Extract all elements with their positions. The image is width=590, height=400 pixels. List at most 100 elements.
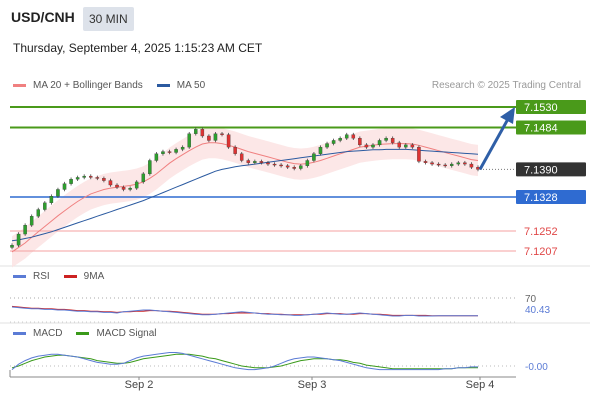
report-datetime: Thursday, September 4, 2025 1:15:23 AM C…: [13, 41, 263, 55]
candle: [279, 163, 283, 168]
candle: [463, 160, 467, 166]
candle: [410, 143, 415, 149]
timeframe-badge[interactable]: 30 MIN: [83, 7, 134, 31]
candle-body: [384, 138, 388, 141]
candle-body: [430, 162, 434, 165]
candle: [128, 186, 132, 192]
rsi-swatch: [13, 275, 26, 278]
candle-body: [128, 187, 132, 190]
ma50-line: [11, 148, 479, 242]
candle-body: [62, 183, 67, 190]
candle: [23, 223, 27, 236]
level-label-box: [516, 190, 586, 205]
candle: [141, 172, 146, 184]
candle-body: [102, 178, 106, 181]
candle-body: [43, 202, 47, 210]
candle: [397, 140, 401, 149]
candle: [299, 164, 303, 171]
candle: [161, 149, 165, 156]
candle-body: [10, 245, 14, 248]
candle: [213, 131, 218, 143]
candle-body: [95, 177, 100, 179]
candle: [404, 143, 408, 149]
rsi-legend-label: RSI: [33, 271, 50, 282]
candle-body: [344, 134, 349, 139]
candle: [95, 175, 100, 181]
candle: [75, 175, 80, 182]
candle: [384, 136, 388, 143]
candle: [200, 127, 205, 138]
candle-body: [443, 164, 447, 167]
macd-signal-legend-label: MACD Signal: [96, 328, 157, 339]
candle-body: [23, 224, 27, 235]
candle: [102, 176, 106, 183]
candle: [449, 162, 454, 168]
candle-body: [358, 138, 362, 146]
candle: [430, 160, 434, 166]
candle-body: [390, 138, 395, 143]
candle-body: [194, 129, 198, 134]
candle-body: [187, 133, 191, 148]
rsi-value-label: 40.43: [525, 305, 550, 316]
candle: [285, 164, 290, 169]
candle-body: [49, 196, 54, 204]
candle: [351, 132, 356, 140]
candle-body: [213, 133, 218, 141]
candle-body: [115, 184, 119, 188]
candle-body: [266, 162, 270, 165]
candle-body: [36, 209, 41, 217]
macd-legend-label: MACD: [33, 328, 63, 339]
candle-body: [16, 233, 21, 246]
candle: [233, 145, 237, 156]
candle: [239, 152, 244, 163]
candle: [417, 145, 421, 164]
candle: [16, 232, 21, 247]
candle: [154, 152, 159, 163]
candle: [10, 243, 14, 250]
candle: [180, 145, 185, 152]
candle-body: [121, 187, 126, 190]
candle: [226, 132, 231, 149]
candle: [390, 136, 395, 145]
candle: [253, 159, 257, 165]
rsi-legend: RSI 9MA: [13, 271, 104, 282]
candle-body: [404, 144, 408, 148]
candle: [29, 214, 34, 227]
candle: [115, 183, 119, 190]
level-label: 7.1530: [524, 102, 558, 114]
x-tick-label: Sep 4: [466, 379, 495, 391]
macd-line: [11, 352, 478, 371]
macd-signal-swatch: [76, 332, 90, 335]
rsi-ma-swatch: [63, 275, 77, 278]
candle-body: [220, 133, 224, 135]
bollinger-band: [12, 127, 478, 268]
candle: [69, 177, 73, 186]
candle: [469, 162, 474, 169]
candle-body: [423, 161, 428, 163]
candle-body: [371, 144, 375, 148]
candle: [43, 201, 47, 212]
candle: [338, 136, 342, 143]
level-label-box: [516, 120, 586, 135]
level-label-box: [516, 100, 586, 114]
candle-body: [351, 134, 356, 139]
macd-value-label: -0.00: [525, 362, 548, 373]
candle-body: [410, 144, 415, 148]
candle-body: [29, 216, 34, 226]
candle-body: [325, 143, 329, 148]
rsi-line: [11, 306, 479, 317]
candle: [456, 160, 461, 166]
candle-body: [463, 162, 467, 165]
candle: [312, 152, 316, 163]
ma50-swatch: [156, 84, 170, 87]
level-label: 7.1252: [524, 226, 558, 238]
forecast-arrow-shaft: [478, 118, 510, 171]
candle-body: [259, 161, 264, 163]
candle-body: [417, 146, 421, 162]
candle: [436, 162, 441, 167]
candle: [121, 185, 126, 192]
candle-body: [364, 144, 369, 148]
candle-body: [207, 135, 211, 141]
candle: [56, 187, 60, 198]
candle-body: [134, 181, 139, 189]
